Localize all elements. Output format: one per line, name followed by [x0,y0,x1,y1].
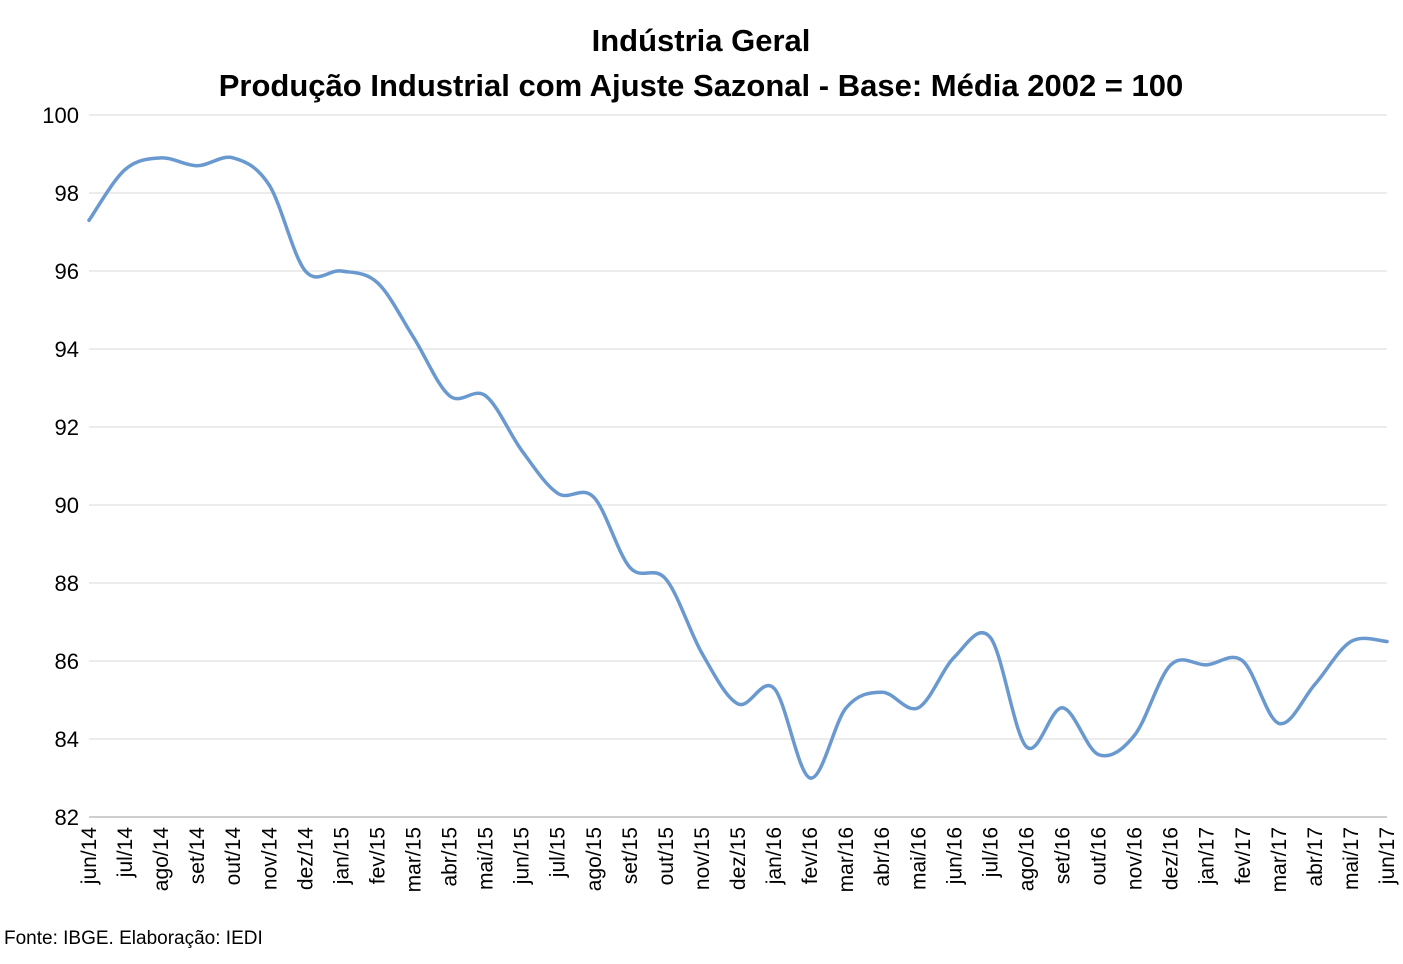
x-tick-label: mai/16 [907,827,930,890]
y-axis-ticks: 100 98 96 94 92 90 88 86 84 82 [42,103,79,830]
data-point [592,495,596,499]
data-point [1096,753,1101,757]
x-tick-label: jun/14 [78,827,101,886]
data-point [123,168,127,172]
x-tick-label: out/14 [222,827,245,886]
x-tick-label: jul/15 [547,827,570,878]
x-tick-label: jul/14 [114,827,137,879]
data-point [1313,682,1317,687]
x-tick-label: jul/16 [979,827,1002,878]
x-tick-label: dez/15 [727,827,750,890]
data-point [628,565,632,570]
data-point [736,702,740,706]
data-point [1205,663,1209,667]
x-tick-label: out/15 [655,827,678,885]
data-point [375,281,380,285]
y-tick-label: 90 [55,493,79,518]
x-tick-label: abr/16 [871,827,894,887]
data-point [267,183,271,187]
x-tick-label: mai/17 [1340,827,1363,890]
x-tick-label: jun/15 [511,827,534,885]
x-tick-label: set/14 [186,827,209,885]
data-point [664,577,668,581]
series-line-0 [87,155,1389,780]
source-note: Fonte: IBGE. Elaboração: IEDI [4,928,263,949]
y-tick-label: 84 [55,727,79,752]
x-tick-label: nov/14 [258,827,281,890]
data-point [1385,639,1389,644]
data-point [1060,706,1065,710]
data-point [411,335,416,339]
data-point [87,218,91,222]
x-tick-label: abr/17 [1304,827,1327,887]
data-point [447,394,452,398]
data-point [916,706,920,710]
x-tick-label: jun/17 [1376,827,1399,885]
data-point [808,776,812,780]
gridlines [89,114,1387,740]
data-point [339,269,343,273]
y-tick-label: 86 [55,649,79,674]
data-point [195,164,199,168]
data-point [159,156,163,160]
x-tick-label: ago/16 [1015,827,1038,891]
x-tick-label: mar/15 [403,827,426,892]
data-point [700,651,704,655]
x-tick-label: dez/16 [1160,827,1183,890]
x-tick-label: fev/15 [366,827,389,884]
x-tick-label: ago/14 [150,827,173,892]
y-tick-label: 94 [55,337,79,362]
x-tick-label: mar/17 [1268,827,1291,892]
x-tick-label: mar/16 [835,827,858,892]
x-tick-label: out/16 [1088,827,1111,885]
data-point [520,448,524,452]
data-point [844,706,848,710]
data-point [484,394,488,398]
chart-subtitle: Produção Industrial com Ajuste Sazonal -… [219,68,1183,103]
x-tick-label: mai/15 [475,827,498,890]
x-axis-ticks: jun/14 jul/14 ago/14 set/14 out/14 nov/14 dez/… [78,827,1399,893]
data-point [952,655,956,659]
y-tick-label: 98 [55,181,79,206]
y-tick-label: 100 [42,103,79,128]
data-point [1349,639,1353,644]
y-tick-label: 96 [55,259,79,284]
data-point [1024,745,1029,749]
data-point [988,636,992,640]
data-point [303,269,307,273]
x-tick-label: fev/17 [1232,827,1255,884]
series-layer [87,155,1389,780]
y-tick-label: 88 [55,571,79,596]
y-tick-label: 92 [55,415,79,440]
y-tick-label: 82 [55,805,79,830]
x-tick-label: jan/17 [1196,827,1219,885]
data-point [880,690,884,694]
x-tick-label: set/16 [1052,827,1075,884]
data-point [1133,733,1137,737]
chart-title: Indústria Geral [592,23,811,58]
data-point [1169,663,1173,667]
x-tick-label: fev/16 [799,827,822,884]
x-tick-label: nov/15 [691,827,714,890]
x-tick-label: jun/16 [943,827,966,885]
data-point [556,491,560,495]
x-tick-label: ago/15 [583,827,606,891]
data-point [1277,721,1281,726]
x-tick-label: jan/15 [330,827,353,885]
x-tick-label: jan/16 [763,827,786,885]
x-tick-label: dez/14 [294,827,317,890]
x-tick-label: nov/16 [1124,827,1147,890]
data-point [1241,659,1245,663]
data-point [231,156,235,160]
x-tick-label: set/15 [619,827,642,884]
x-tick-label: abr/15 [439,827,462,887]
data-point [772,686,776,690]
